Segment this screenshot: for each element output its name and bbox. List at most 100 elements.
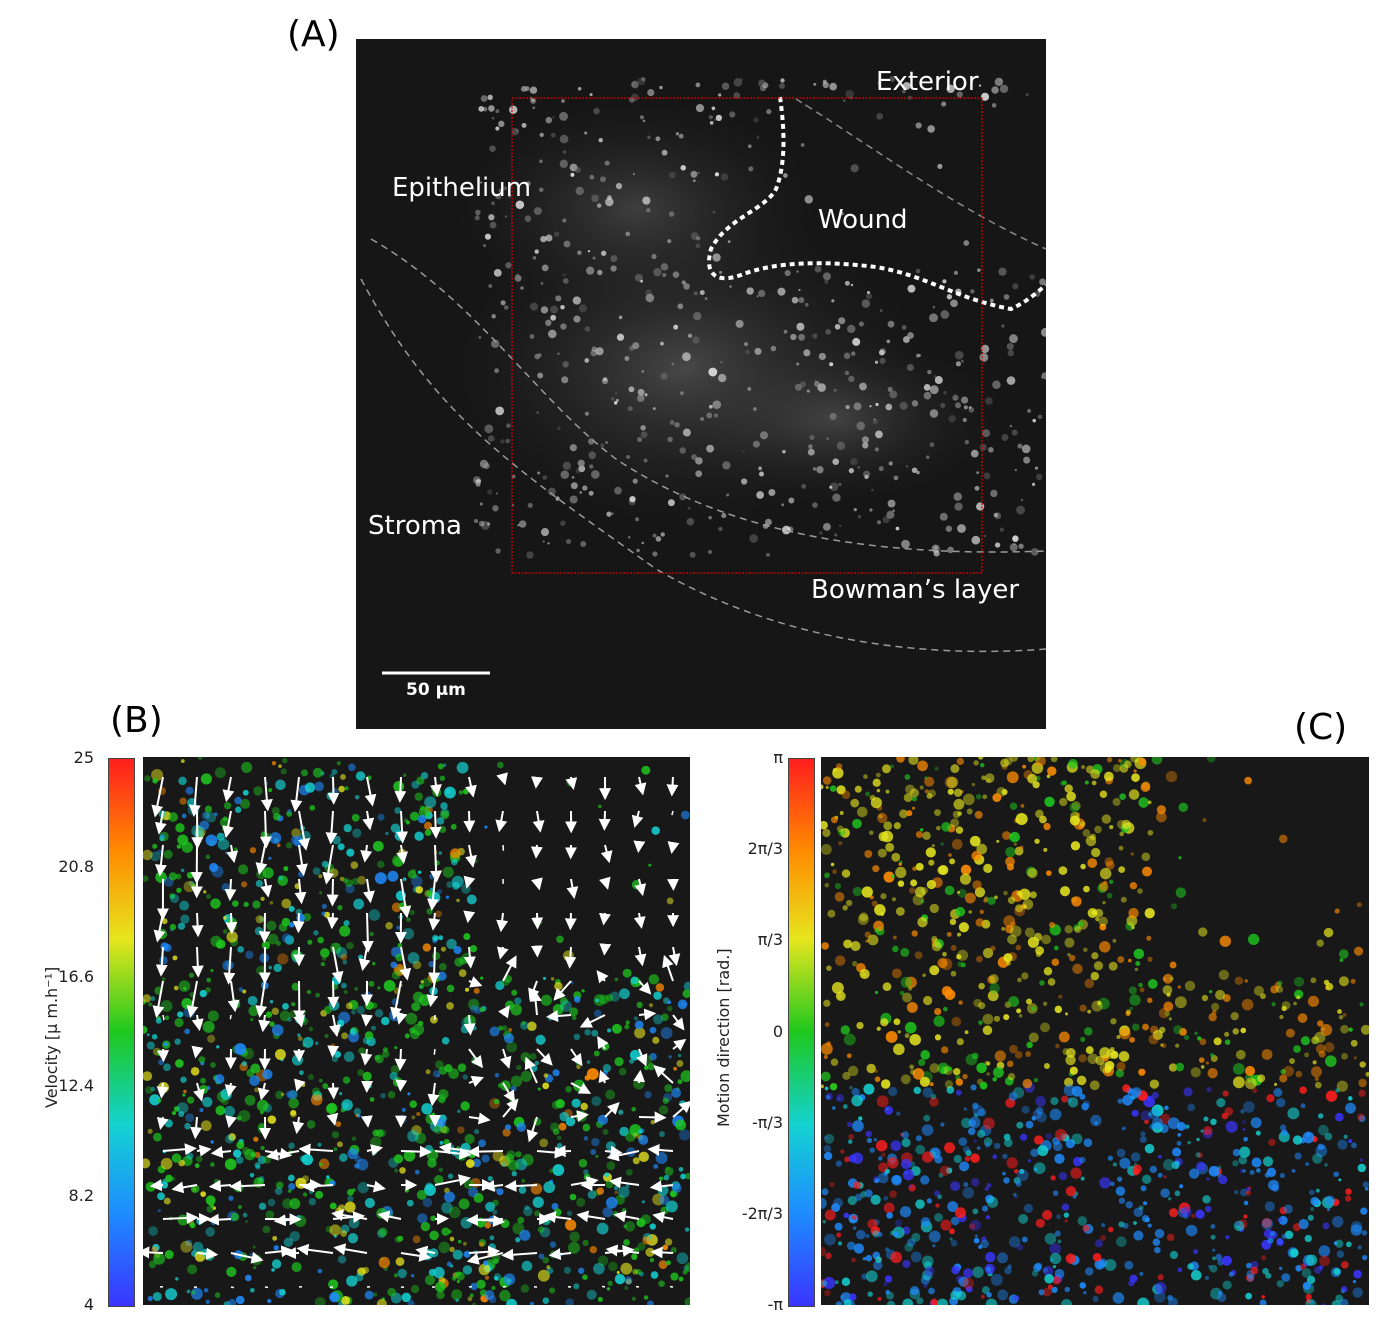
texture-blob	[655, 983, 665, 992]
texture-blob	[1352, 1279, 1357, 1284]
texture-blob	[624, 1221, 636, 1232]
texture-blob	[1152, 1238, 1161, 1247]
texture-blob	[211, 865, 224, 878]
texture-blob	[580, 1102, 588, 1111]
texture-blob	[1138, 1068, 1146, 1076]
cell-speckle	[980, 344, 990, 354]
texture-blob	[986, 1183, 992, 1188]
cell-speckle	[534, 249, 539, 254]
texture-blob	[885, 1031, 898, 1043]
texture-blob	[565, 1219, 577, 1231]
texture-blob	[1109, 1181, 1115, 1187]
texture-blob	[341, 1296, 351, 1305]
texture-blob	[1302, 1263, 1308, 1268]
cell-speckle	[934, 376, 943, 385]
cell-speckle	[961, 396, 969, 404]
cell-speckle	[940, 310, 950, 319]
texture-blob	[369, 931, 374, 937]
texture-blob	[1004, 1076, 1014, 1086]
texture-blob	[618, 1067, 627, 1076]
texture-blob	[521, 1020, 526, 1026]
texture-blob	[1167, 1294, 1173, 1301]
texture-blob	[1033, 1077, 1038, 1083]
cell-speckle	[1009, 334, 1018, 343]
texture-blob	[630, 976, 639, 985]
texture-blob	[944, 989, 956, 1000]
texture-blob	[169, 923, 177, 931]
velocity-arrow	[364, 776, 377, 807]
texture-blob	[429, 1230, 439, 1241]
texture-blob	[207, 1010, 219, 1022]
texture-blob	[671, 1087, 682, 1098]
texture-blob	[1224, 1039, 1231, 1045]
cell-speckle	[492, 505, 499, 512]
cell-speckle	[804, 302, 809, 307]
texture-blob	[146, 1041, 155, 1050]
texture-blob	[347, 1148, 359, 1160]
texture-blob	[1348, 1139, 1353, 1144]
texture-blob	[417, 814, 427, 824]
texture-blob	[1268, 1138, 1276, 1146]
cell-speckle	[616, 333, 625, 341]
label-bowmans-layer: Bowman’s layer	[811, 575, 1020, 605]
cell-speckle	[929, 409, 939, 418]
texture-blob	[331, 835, 341, 845]
texture-blob	[236, 1141, 245, 1150]
texture-blob	[180, 1240, 193, 1253]
texture-blob	[1142, 1023, 1149, 1031]
texture-blob	[824, 1233, 836, 1246]
texture-blob	[821, 820, 828, 830]
texture-blob	[824, 1289, 831, 1297]
texture-blob	[653, 1014, 664, 1025]
cell-speckle	[712, 210, 716, 214]
texture-blob	[471, 1025, 477, 1031]
texture-blob	[302, 1010, 307, 1014]
texture-blob	[1158, 1154, 1162, 1159]
texture-blob	[1117, 956, 1125, 964]
cell-speckle	[561, 99, 565, 103]
texture-blob	[1055, 1043, 1060, 1049]
texture-blob	[180, 1076, 187, 1083]
texture-blob	[425, 1182, 434, 1191]
texture-blob	[653, 1163, 659, 1169]
texture-blob	[891, 897, 897, 902]
texture-blob	[923, 995, 933, 1006]
texture-blob	[821, 784, 824, 790]
texture-blob	[658, 1176, 664, 1181]
cell-speckle	[825, 328, 832, 335]
texture-blob	[950, 818, 960, 828]
texture-blob	[437, 971, 447, 981]
cell-speckle	[642, 119, 646, 123]
texture-blob	[1154, 1228, 1165, 1239]
texture-blob	[582, 1274, 588, 1280]
texture-blob	[1131, 925, 1135, 930]
texture-blob	[906, 1238, 916, 1247]
velocity-arrow	[333, 1243, 368, 1256]
texture-blob	[1360, 1024, 1369, 1035]
texture-blob	[440, 810, 450, 820]
texture-blob	[1096, 1000, 1102, 1006]
texture-blob	[864, 1189, 873, 1198]
texture-blob	[1175, 1043, 1180, 1048]
cell-speckle	[816, 466, 824, 474]
texture-blob	[1092, 1253, 1102, 1262]
texture-blob	[1196, 1161, 1206, 1172]
texture-blob	[822, 828, 831, 838]
velocity-arrow	[598, 1069, 610, 1084]
texture-blob	[1063, 1077, 1074, 1087]
texture-blob	[555, 1017, 559, 1021]
texture-blob	[1340, 1286, 1348, 1293]
texture-blob	[614, 977, 619, 982]
cell-speckle	[942, 279, 947, 284]
cell-speckle	[953, 492, 962, 501]
velocity-arrow	[153, 912, 166, 943]
texture-blob	[1176, 1140, 1182, 1146]
cell-speckle	[871, 488, 874, 492]
texture-blob	[549, 1168, 554, 1173]
texture-blob	[431, 1112, 435, 1116]
texture-blob	[151, 1033, 158, 1040]
direction-blobs	[821, 757, 1369, 1305]
cell-speckle	[584, 358, 590, 363]
texture-blob	[959, 873, 972, 885]
texture-blob	[241, 1060, 247, 1067]
